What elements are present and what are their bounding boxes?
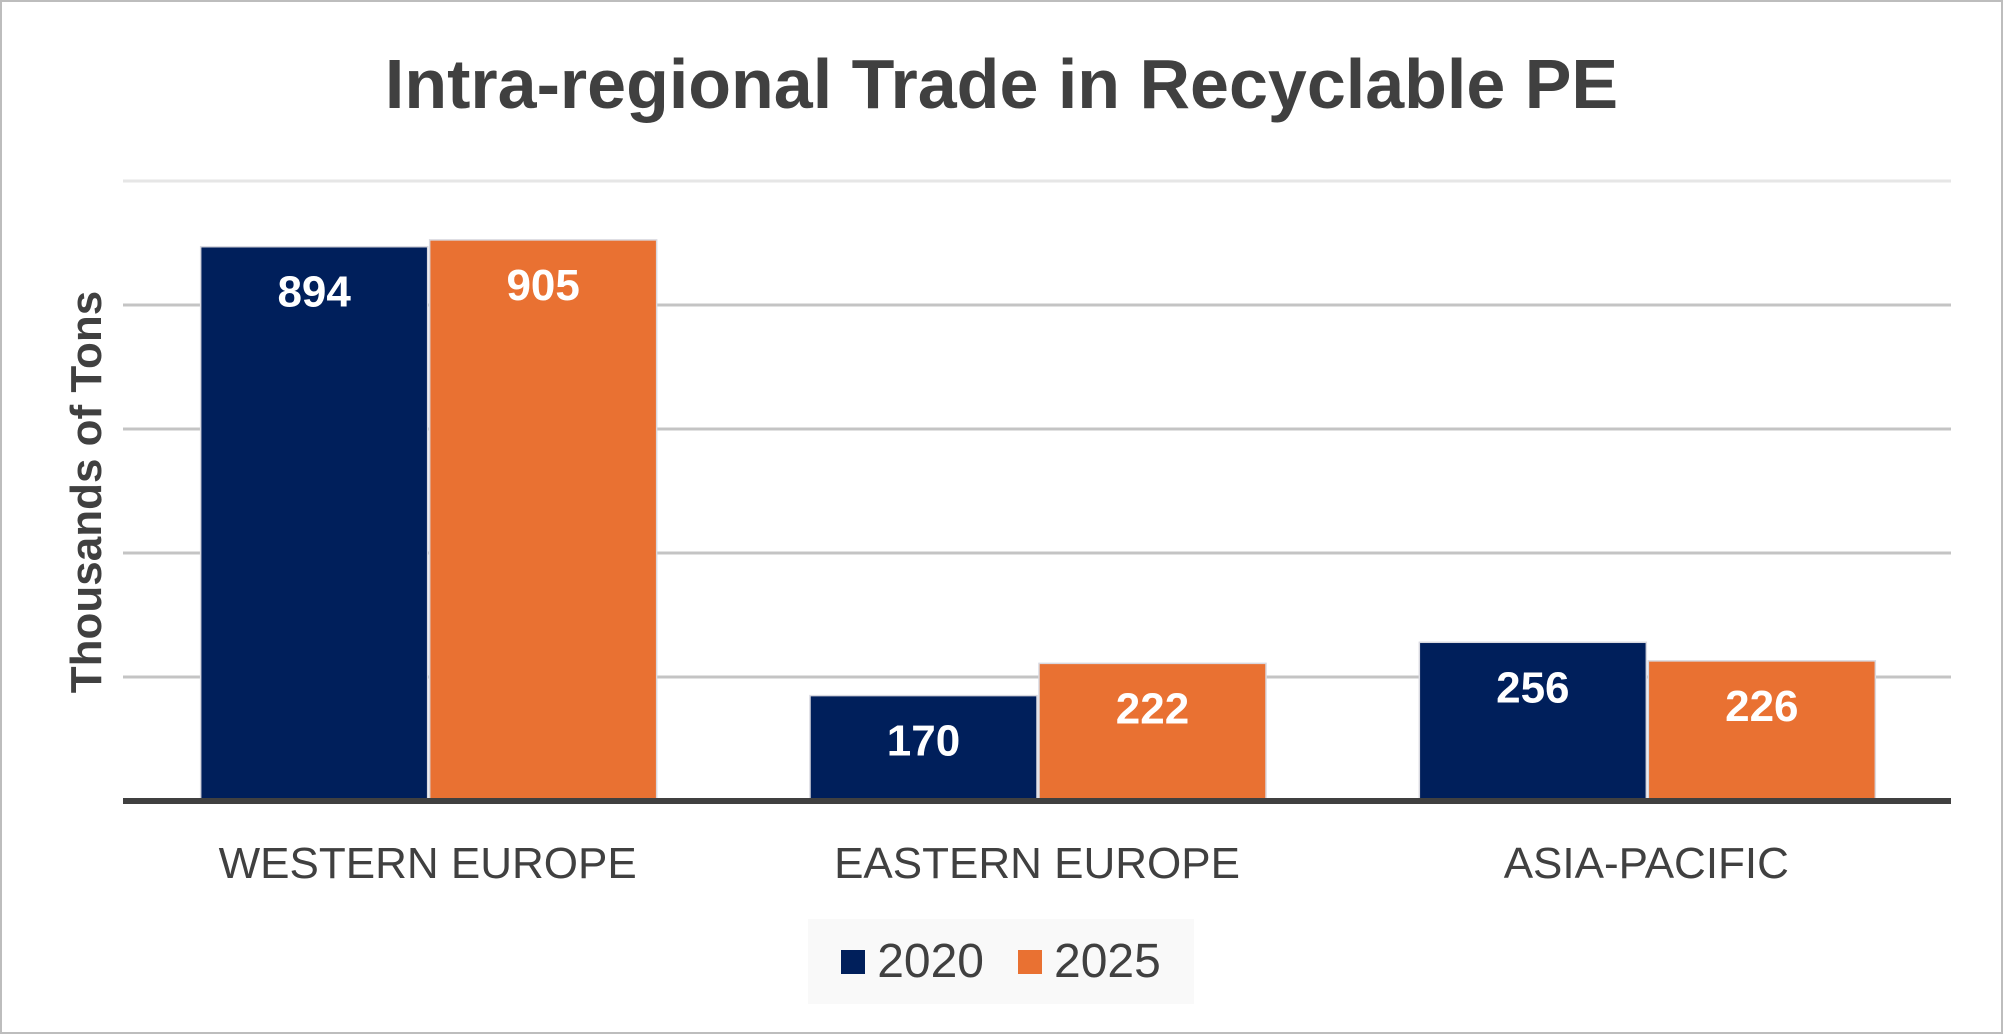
category-label: ASIA-PACIFIC xyxy=(1504,839,1789,888)
legend-label-2025: 2025 xyxy=(1054,935,1161,988)
bar-2025 xyxy=(1647,660,1877,802)
data-label-2025: 222 xyxy=(1116,684,1189,733)
chart-title: Intra-regional Trade in Recyclable PE xyxy=(384,45,1619,123)
bar-2025 xyxy=(1038,662,1267,802)
data-label-2025: 905 xyxy=(506,261,579,310)
bar-2020 xyxy=(1418,641,1648,802)
bar-2025 xyxy=(428,239,658,802)
legend-swatch-2025 xyxy=(1018,949,1042,974)
bar-2020 xyxy=(199,245,429,802)
data-label-2020: 894 xyxy=(277,268,351,317)
data-label-2025: 226 xyxy=(1725,682,1798,731)
category-label: WESTERN EUROPE xyxy=(219,839,637,888)
data-label-2020: 256 xyxy=(1496,663,1569,712)
legend-item-2025: 2025 xyxy=(1018,934,1161,989)
legend: 2020 2025 xyxy=(808,919,1194,1004)
legend-swatch-2020 xyxy=(841,949,866,974)
data-label-2020: 170 xyxy=(887,717,960,766)
legend-item-2020: 2020 xyxy=(841,934,984,989)
category-label: EASTERN EUROPE xyxy=(834,839,1240,888)
legend-label-2020: 2020 xyxy=(877,935,984,988)
